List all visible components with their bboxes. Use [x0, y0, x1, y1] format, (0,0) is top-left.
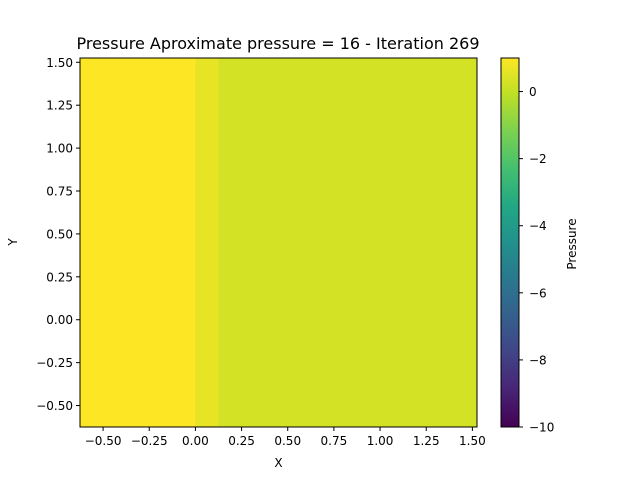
- y-tick-label: 0.00: [46, 313, 73, 327]
- y-tick-label: −0.25: [36, 356, 73, 370]
- x-tick-label: 1.00: [367, 434, 394, 448]
- x-tick-label: 0.50: [274, 434, 301, 448]
- colorbar-tick-label: −4: [529, 219, 547, 233]
- y-tick-label: −0.50: [36, 399, 73, 413]
- colorbar-tick-label: −2: [529, 152, 547, 166]
- colorbar-tick-label: −8: [529, 353, 547, 367]
- heatmap-region-1: [80, 58, 196, 427]
- y-tick-label: 0.75: [46, 185, 73, 199]
- colorbar-label: Pressure: [565, 218, 579, 269]
- x-tick-label: 1.25: [413, 434, 440, 448]
- y-axis-label: Y: [6, 238, 20, 247]
- heatmap-region-2: [195, 58, 219, 427]
- x-tick-label: −0.25: [131, 434, 168, 448]
- colorbar-tick-label: −6: [529, 286, 547, 300]
- x-tick-label: −0.50: [85, 434, 122, 448]
- colorbar: 0 −2 −4 −6 −8 −10: [500, 57, 554, 435]
- chart-title: Pressure Aproximate pressure = 16 - Iter…: [76, 34, 479, 53]
- y-tick-label: 1.25: [46, 99, 73, 113]
- y-tick-label: 1.50: [46, 56, 73, 70]
- x-axis-ticks: −0.50 −0.25 0.00 0.25 0.50 0.75 1.00 1.25 1.50: [85, 427, 486, 448]
- colorbar-tick-label: 0: [529, 85, 537, 99]
- colorbar-tick-label: −10: [529, 421, 554, 435]
- y-tick-label: 0.50: [46, 227, 73, 241]
- x-axis-label: X: [274, 456, 282, 470]
- x-tick-label: 1.50: [459, 434, 486, 448]
- x-tick-label: 0.75: [321, 434, 348, 448]
- heatmap-plot: [79, 57, 478, 428]
- plot-frame: [79, 57, 478, 428]
- x-tick-label: 0.25: [228, 434, 255, 448]
- heatmap-region-3: [218, 58, 478, 427]
- x-tick-label: 0.00: [182, 434, 209, 448]
- colorbar-gradient: [500, 57, 520, 428]
- y-axis-ticks: −0.50 −0.25 0.00 0.25 0.50 0.75 1.00 1.25 1.50: [36, 56, 80, 413]
- y-tick-label: 0.25: [46, 270, 73, 284]
- y-tick-label: 1.00: [46, 142, 73, 156]
